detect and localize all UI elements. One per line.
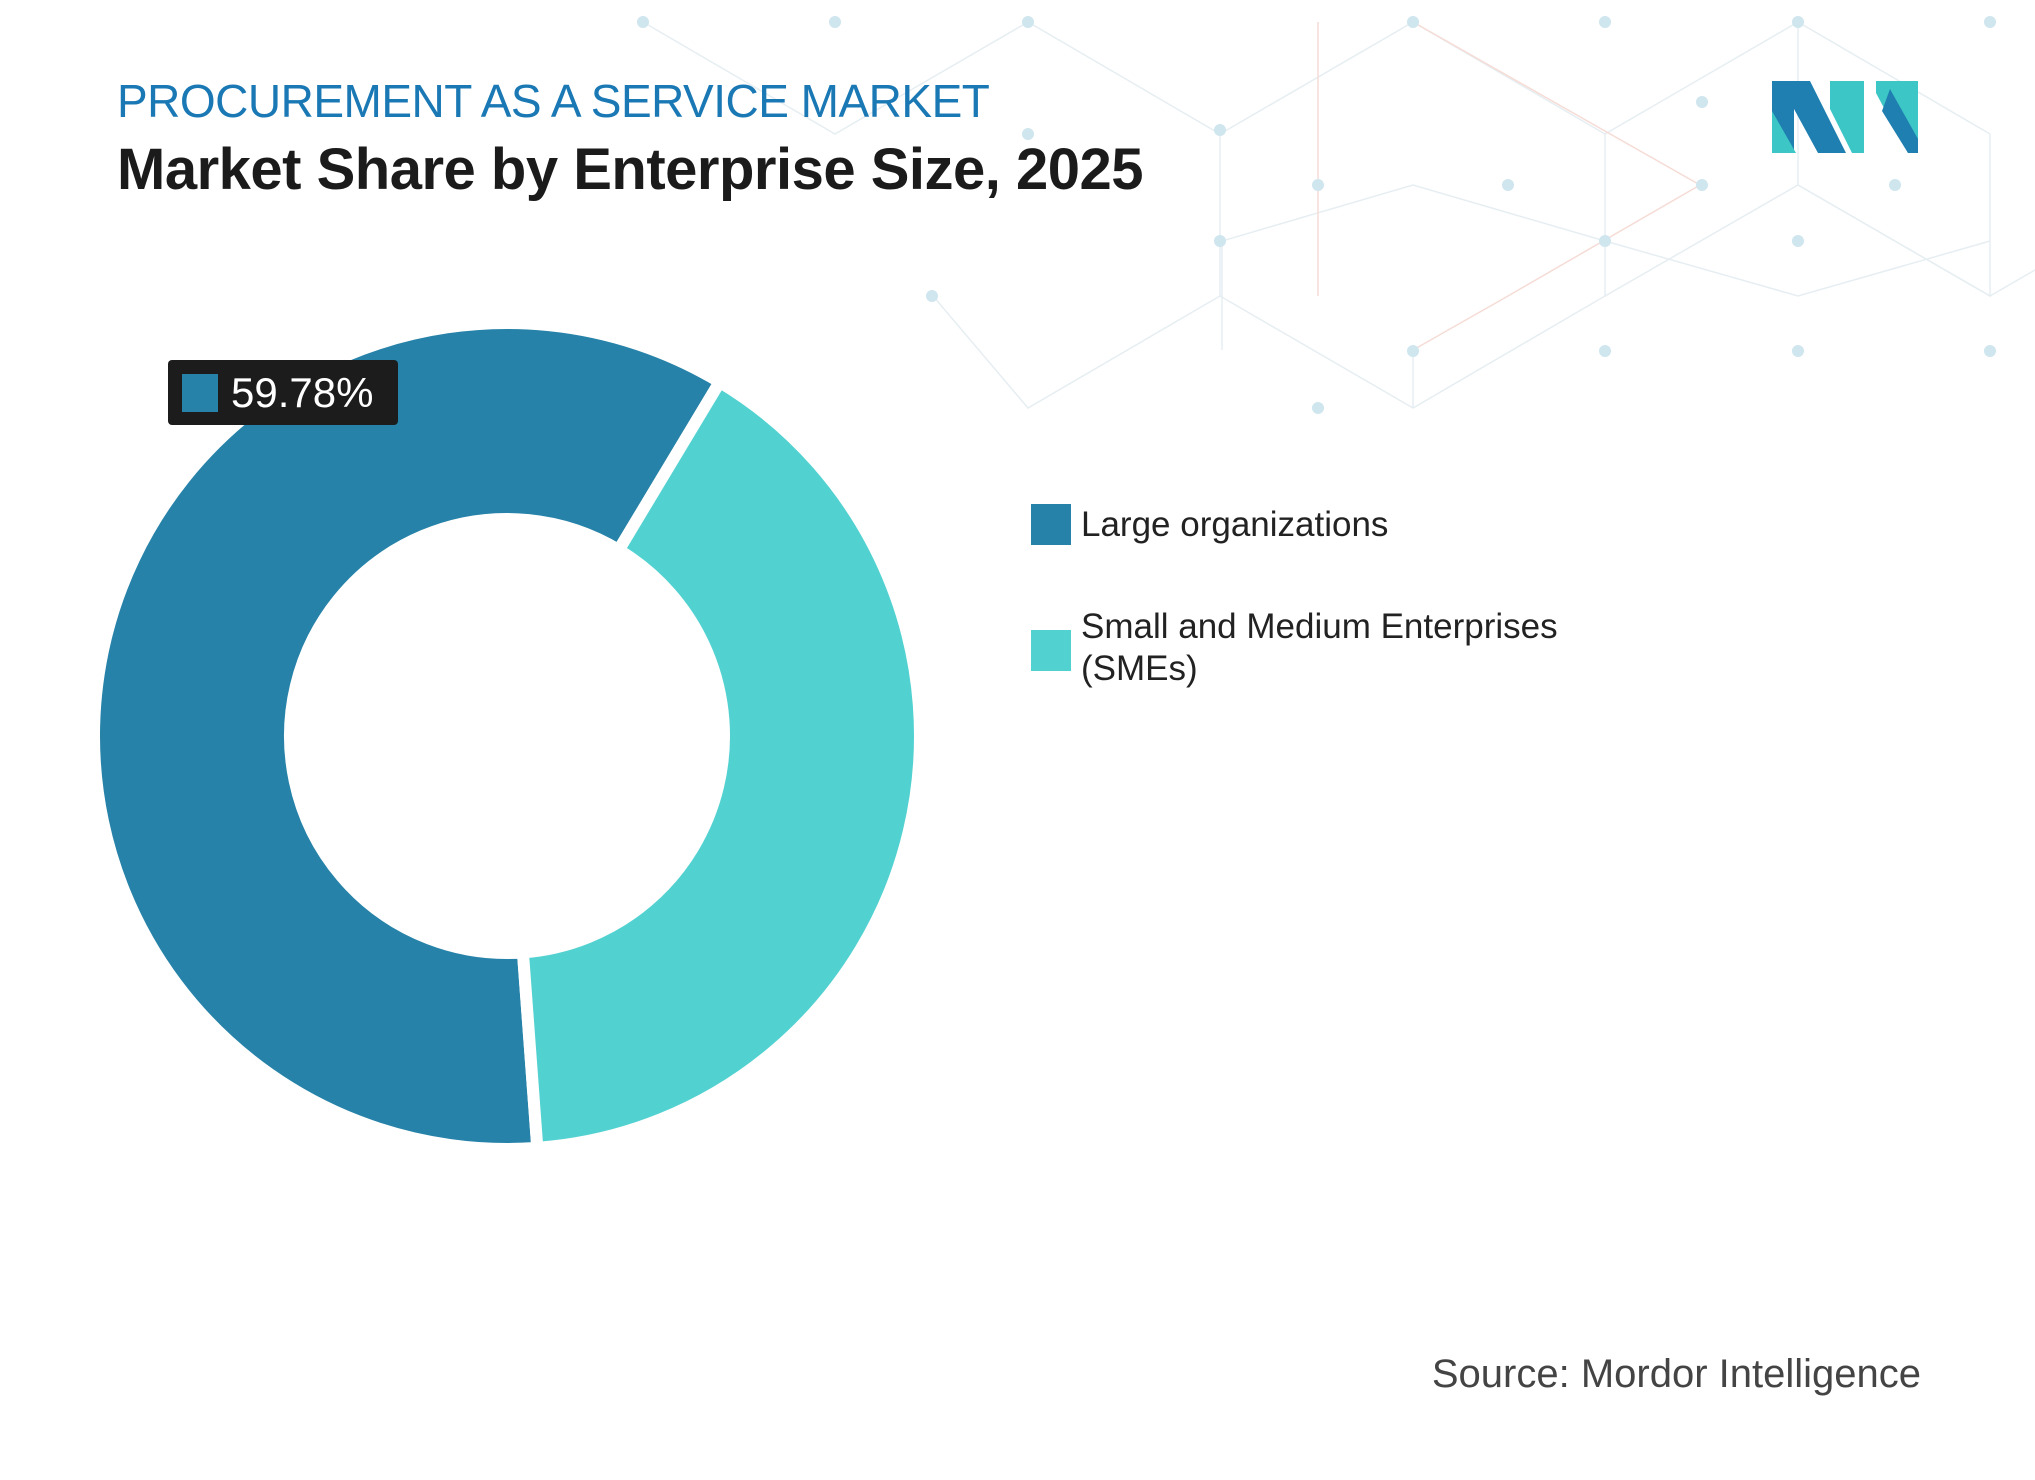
slice-smes[interactable] bbox=[516, 373, 926, 1155]
data-label-value: 59.78% bbox=[231, 368, 374, 416]
legend-item-smes[interactable]: Small and Medium Enterprises (SMEs) bbox=[1031, 606, 1558, 690]
legend-label-line1: Small and Medium Enterprises bbox=[1081, 607, 1558, 646]
legend-label: Large organizations bbox=[1081, 505, 1389, 544]
source-note: Source: Mordor Intelligence bbox=[1431, 1352, 1921, 1396]
chart-kicker: PROCUREMENT AS A SERVICE MARKET bbox=[117, 75, 990, 127]
legend-label-line2: (SMEs) bbox=[1081, 649, 1198, 688]
legend-swatch bbox=[1031, 504, 1071, 545]
data-label-swatch bbox=[182, 373, 218, 412]
legend-item-large-organizations[interactable]: Large organizations bbox=[1031, 504, 1388, 546]
data-label-large-organizations: 59.78% bbox=[168, 360, 398, 425]
legend-swatch bbox=[1031, 630, 1071, 671]
mordor-logo-icon bbox=[1772, 81, 1918, 153]
chart-title: Market Share by Enterprise Size, 2025 bbox=[117, 137, 1144, 202]
